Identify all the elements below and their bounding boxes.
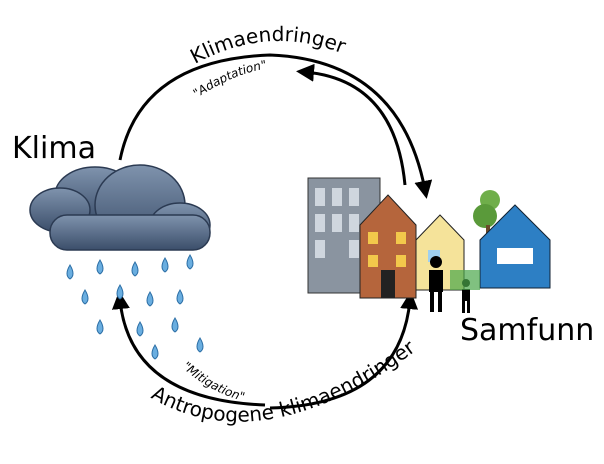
edge-label-path: Klimaendringer [186,22,350,69]
edge-label-path: Antropogene klimaendringer [148,335,420,427]
node-label: Klima [12,131,96,166]
arrow-bottom-left [111,291,266,407]
edge-label: Klimaendringer [186,22,350,69]
arrow-bottom-right [269,291,419,410]
cloud-icon [29,164,211,251]
arrow-top-inner [296,63,407,186]
raindrops [66,254,204,360]
arrow-top-outer [118,53,433,199]
town-icon [307,177,551,313]
edge-label: Antropogene klimaendringer [148,335,420,427]
node-label: Samfunn [460,313,594,348]
